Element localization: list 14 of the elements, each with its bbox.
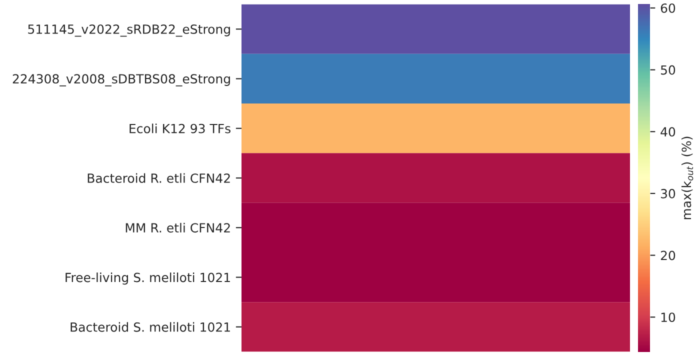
- color-bar-label: 10: [661, 312, 676, 322]
- color-bar-label: 20: [660, 250, 676, 260]
- y-tick-label: Free-living S. meliloti 1021: [66, 272, 230, 285]
- y-tick-label: 511145_v2022_sRDB22_eStrong: [28, 24, 230, 37]
- y-tick-label: Bacteroid S. meliloti 1021: [70, 322, 230, 332]
- y-tick-label: MM R. etli CFN42: [126, 222, 230, 233]
- color-bar-label: 50: [660, 65, 676, 75]
- y-tick-label: 224308_v2008_sDBTBS08_eStrong: [12, 74, 230, 86]
- y-tick-label: Ecoli K12 93 TFs: [130, 124, 230, 134]
- color-bar-title: max(k$_{out}$) (%): [681, 136, 694, 220]
- y-tick-label: Bacteroid R. etli CFN42: [88, 173, 230, 183]
- color-bar-label: 60: [660, 3, 676, 13]
- color-bar-label: 40: [660, 127, 676, 137]
- color-bar-label: 30: [660, 188, 676, 198]
